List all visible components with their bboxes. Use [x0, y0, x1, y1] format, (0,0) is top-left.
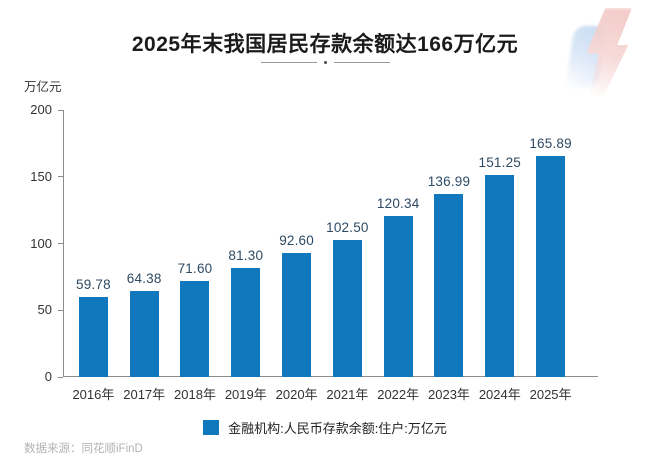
bar-column: 102.50: [322, 110, 373, 377]
bar-value-label: 102.50: [326, 220, 369, 236]
y-tick-mark: [58, 309, 63, 311]
bar-value-label: 64.38: [126, 271, 162, 287]
x-axis-label: 2019年: [224, 387, 267, 402]
bar-value-label: 151.25: [478, 155, 522, 171]
y-axis-line: [63, 110, 64, 377]
bar-value-label: 92.60: [279, 233, 314, 249]
bar-column: 71.60: [170, 110, 221, 377]
bar: [434, 194, 464, 377]
bar-column: 136.99: [424, 110, 475, 377]
legend-swatch: [203, 420, 220, 435]
bar: [485, 175, 515, 377]
y-tick-label: 150: [30, 168, 52, 184]
bar-value-label: 136.99: [427, 174, 471, 190]
bar-value-label: 120.34: [376, 196, 420, 212]
bar-column: 59.78: [68, 110, 119, 377]
bar-column: 151.25: [474, 110, 525, 377]
bar-column: 165.89: [525, 110, 576, 377]
bar-column: 81.30: [220, 110, 271, 377]
data-source: 数据来源：同花顺iFinD: [24, 443, 143, 455]
x-axis-labels: 2016年 2017年 2018年 2019年 2020年 2021年 2022年 2023年…: [68, 384, 576, 403]
divider-line-left: [260, 61, 317, 64]
bar-column: 92.60: [271, 110, 322, 377]
legend-label: 金融机构:人民币存款余额:住户:万亿元: [228, 421, 447, 436]
bar: [282, 253, 312, 377]
y-tick-label: 0: [44, 369, 52, 384]
bar-value-label: 165.89: [529, 135, 572, 151]
y-tick-mark: [58, 176, 63, 178]
bar-value-label: 71.60: [177, 261, 213, 277]
divider-dot: [323, 61, 327, 64]
y-tick-label: 100: [30, 235, 52, 251]
bar: [536, 155, 566, 377]
x-axis-label: 2018年: [174, 387, 216, 402]
legend: 金融机构:人民币存款余额:住户:万亿元: [0, 418, 650, 437]
x-axis-label: 2016年: [72, 387, 115, 402]
bar-value-label: 59.78: [76, 277, 111, 293]
y-tick-mark: [58, 376, 63, 378]
bar-column: 64.38: [119, 110, 170, 377]
y-tick-mark: [58, 109, 63, 111]
plot-area: 0 50 100 150 200 59.78 64.38 71.60 81.30 92.60 10…: [30, 102, 598, 384]
bar: [180, 281, 210, 377]
bar-column: 120.34: [373, 110, 424, 377]
divider-line-right: [333, 61, 390, 64]
bars-container: 59.78 64.38 71.60 81.30 92.60 102.50 120.34 136…: [68, 110, 576, 377]
y-tick-label: 200: [30, 102, 52, 117]
brand-watermark-logo: [562, 6, 642, 100]
x-axis-label: 2023年: [428, 387, 470, 402]
bar: [78, 297, 108, 377]
x-axis-label: 2021年: [326, 387, 369, 402]
y-tick-label: 50: [37, 302, 52, 318]
logo-pink-shape: [586, 8, 632, 96]
bar: [383, 216, 413, 377]
x-axis-label: 2024年: [478, 387, 521, 402]
x-axis-label: 2025年: [529, 387, 572, 402]
x-axis-line: [63, 376, 598, 377]
x-axis-label: 2017年: [123, 387, 166, 402]
chart-title: 2025年末我国居民存款余额达166万亿元: [131, 33, 519, 56]
bar-value-label: 81.30: [228, 248, 264, 264]
y-axis-unit-label: 万亿元: [24, 80, 62, 94]
x-axis-label: 2022年: [377, 387, 420, 402]
bar: [231, 268, 261, 377]
bar: [129, 291, 159, 377]
x-axis-label: 2020年: [275, 387, 318, 402]
y-tick-mark: [58, 243, 63, 244]
title-divider: [0, 61, 650, 64]
bar: [332, 240, 362, 377]
